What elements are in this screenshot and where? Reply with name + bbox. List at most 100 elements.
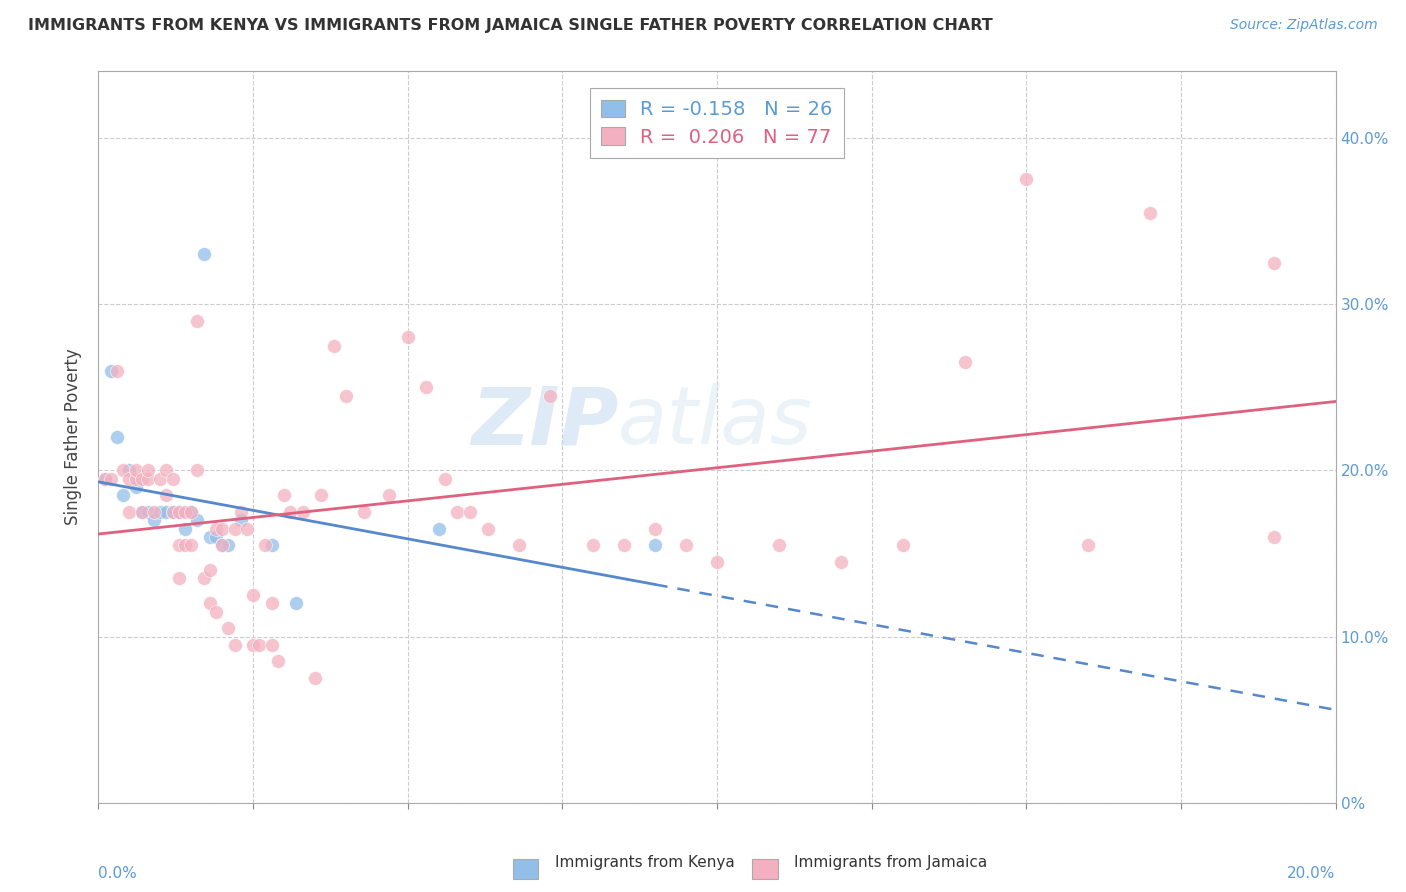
Point (155, 505, 177, 519)
Text: Immigrants from Jamaica: Immigrants from Jamaica (794, 855, 987, 870)
Legend: R = -0.158   N = 26, R =  0.206   N = 77: R = -0.158 N = 26, R = 0.206 N = 77 (589, 88, 845, 158)
Point (167, 538, 190, 552)
Point (93, 472, 115, 486)
Point (131, 505, 153, 519)
Text: atlas: atlas (619, 384, 813, 461)
Point (198, 530, 221, 544)
Point (446, 505, 468, 519)
Point (830, 555, 852, 569)
Point (304, 671, 326, 685)
Point (162, 505, 184, 519)
Point (538, 388, 561, 402)
Point (953, 355, 976, 369)
Point (180, 505, 202, 519)
Point (396, 330, 419, 344)
Point (155, 488, 177, 502)
Point (322, 338, 344, 352)
Point (224, 521, 246, 535)
Point (309, 488, 332, 502)
Point (768, 538, 790, 552)
Point (613, 538, 636, 552)
Point (174, 521, 197, 535)
Point (186, 513, 208, 527)
Point (433, 472, 456, 486)
Point (285, 596, 308, 610)
Point (458, 505, 481, 519)
Point (186, 314, 208, 328)
Point (675, 538, 697, 552)
Point (162, 505, 184, 519)
Point (118, 472, 141, 486)
Point (260, 638, 283, 652)
Point (124, 472, 146, 486)
Point (149, 505, 172, 519)
Point (378, 488, 401, 502)
Text: ZIP: ZIP (471, 384, 619, 461)
Point (136, 463, 159, 477)
Text: 20.0%: 20.0% (1288, 866, 1336, 881)
Point (93, 472, 115, 486)
Point (211, 521, 233, 535)
Point (167, 505, 190, 519)
Point (644, 521, 666, 535)
Point (174, 538, 197, 552)
Point (100, 472, 122, 486)
Point (415, 380, 437, 394)
Point (205, 605, 228, 619)
Point (143, 505, 166, 519)
Point (224, 638, 246, 652)
Point (236, 521, 259, 535)
Text: IMMIGRANTS FROM KENYA VS IMMIGRANTS FROM JAMAICA SINGLE FATHER POVERTY CORRELATI: IMMIGRANTS FROM KENYA VS IMMIGRANTS FROM… (28, 18, 993, 33)
Point (706, 555, 728, 569)
Point (1015, 172, 1038, 186)
Point (217, 621, 239, 635)
Point (167, 505, 190, 519)
Point (278, 505, 301, 519)
Text: 0.0%: 0.0% (98, 866, 138, 881)
Point (229, 505, 252, 519)
Point (260, 538, 283, 552)
Point (1263, 530, 1285, 544)
Point (1139, 205, 1161, 219)
Point (174, 505, 197, 519)
Point (205, 530, 228, 544)
Point (131, 472, 153, 486)
Point (100, 363, 122, 377)
Point (193, 571, 215, 585)
Point (143, 513, 166, 527)
Text: Source: ZipAtlas.com: Source: ZipAtlas.com (1230, 18, 1378, 32)
Text: Immigrants from Kenya: Immigrants from Kenya (555, 855, 735, 870)
Point (131, 505, 153, 519)
Point (291, 505, 314, 519)
Point (1077, 538, 1099, 552)
Point (167, 571, 190, 585)
Point (211, 538, 233, 552)
Point (118, 463, 141, 477)
Point (105, 363, 128, 377)
Point (193, 247, 215, 261)
Point (267, 655, 290, 669)
Point (260, 596, 283, 610)
Point (162, 472, 184, 486)
Point (644, 538, 666, 552)
Point (891, 538, 914, 552)
Point (105, 430, 128, 444)
Point (149, 472, 172, 486)
Point (136, 505, 159, 519)
Point (582, 538, 605, 552)
Point (254, 538, 277, 552)
Point (205, 521, 228, 535)
Point (242, 638, 264, 652)
Point (335, 388, 357, 402)
Point (180, 505, 202, 519)
Point (273, 488, 295, 502)
Point (477, 521, 499, 535)
Point (136, 472, 159, 486)
Point (124, 480, 146, 494)
Point (353, 505, 375, 519)
Point (427, 521, 450, 535)
Point (112, 488, 135, 502)
Point (198, 563, 221, 577)
Point (186, 463, 208, 477)
Point (242, 588, 264, 602)
